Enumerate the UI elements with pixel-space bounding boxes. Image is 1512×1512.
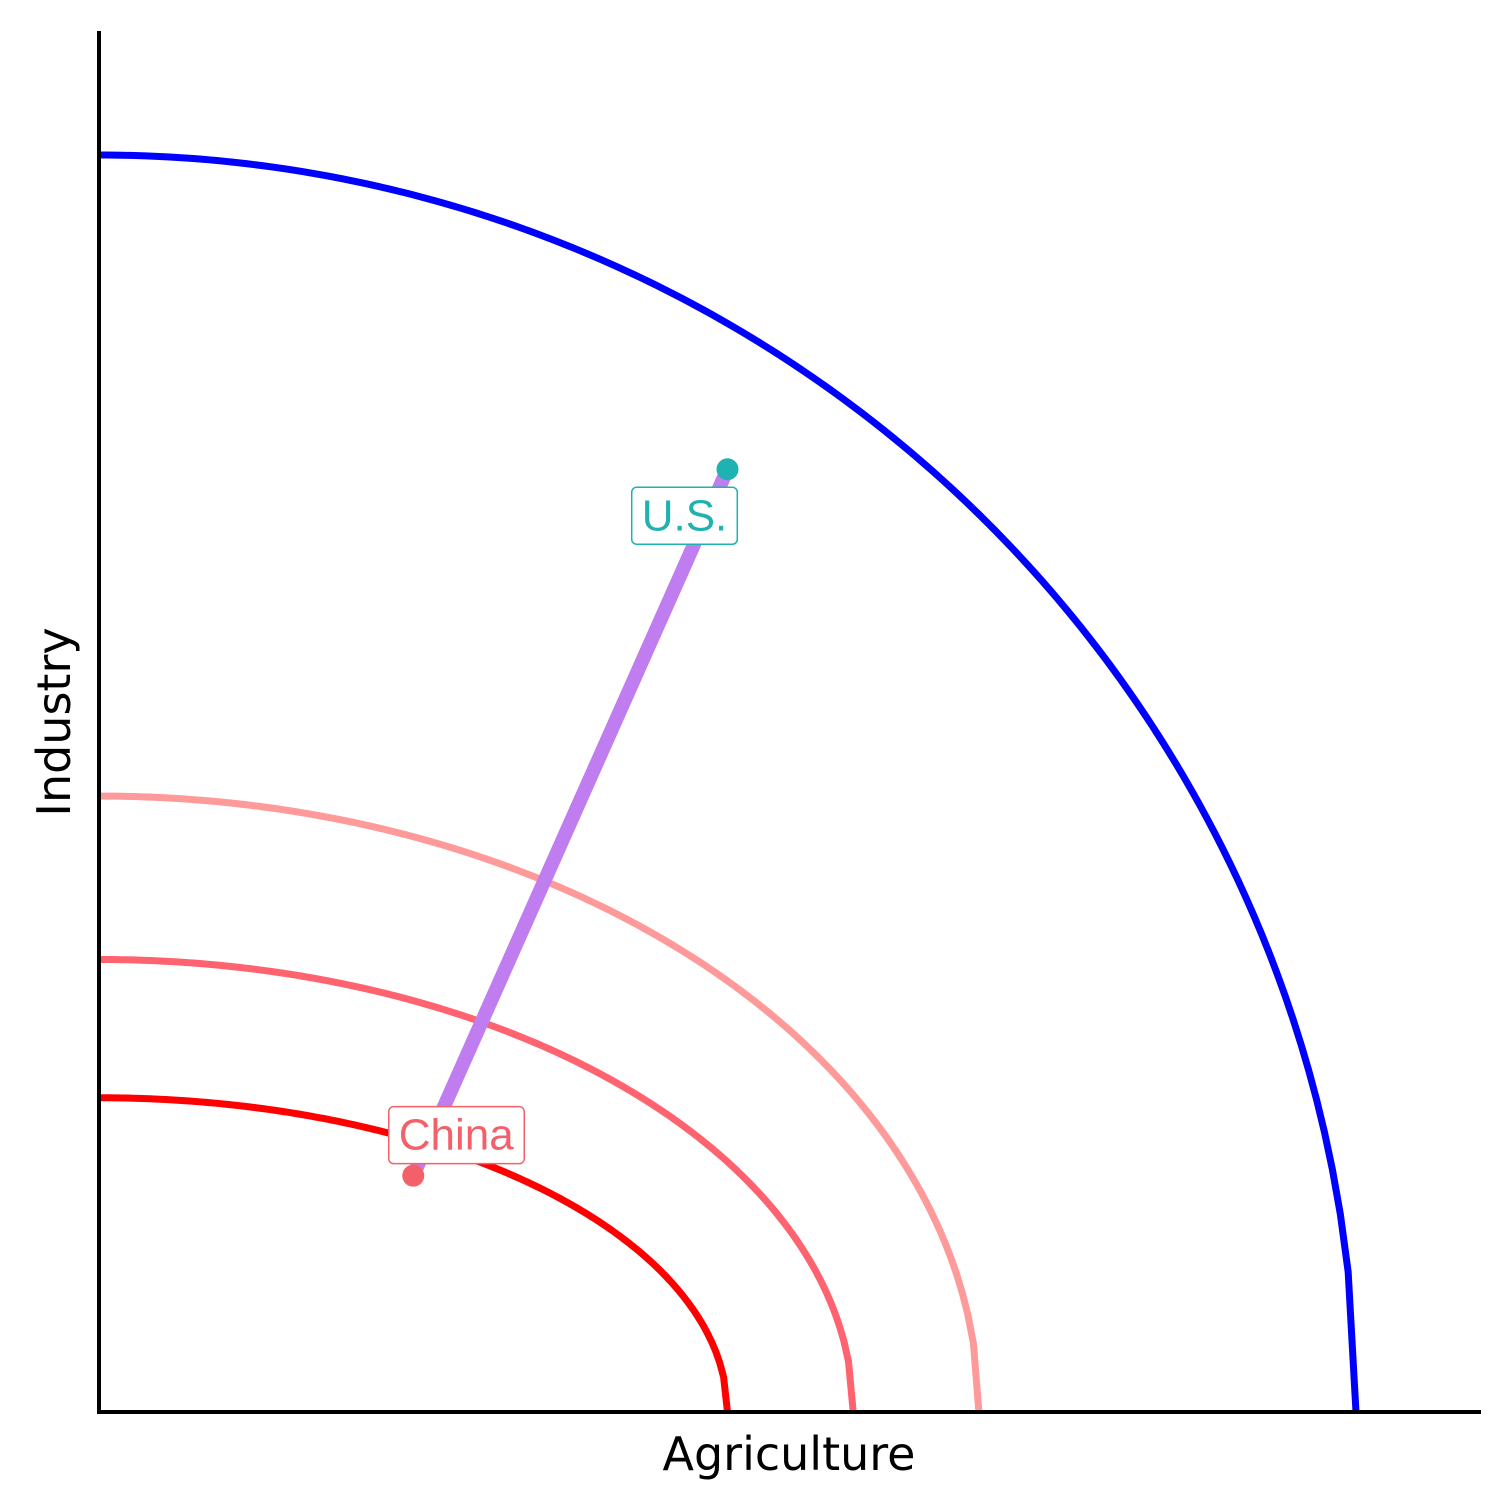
point-china — [402, 1164, 425, 1187]
label-text-us: U.S. — [642, 491, 728, 540]
point-us — [716, 458, 739, 481]
frontier-curve-1 — [98, 151, 1360, 1413]
data-points — [402, 458, 739, 1187]
label-box-us — [630, 486, 739, 545]
label-us: U.S. — [630, 486, 739, 545]
connector-lines — [406, 462, 735, 1183]
point-labels: U.S. China — [388, 486, 739, 1165]
axes — [97, 31, 1481, 1414]
connector-line — [406, 462, 735, 1183]
label-box-china — [388, 1105, 526, 1165]
label-china: China — [388, 1105, 526, 1165]
y-axis-title: Industry — [27, 627, 81, 816]
x-axis-title: Agriculture — [663, 1427, 916, 1481]
frontier-curves — [98, 151, 1360, 1413]
label-text-china: China — [399, 1111, 514, 1160]
